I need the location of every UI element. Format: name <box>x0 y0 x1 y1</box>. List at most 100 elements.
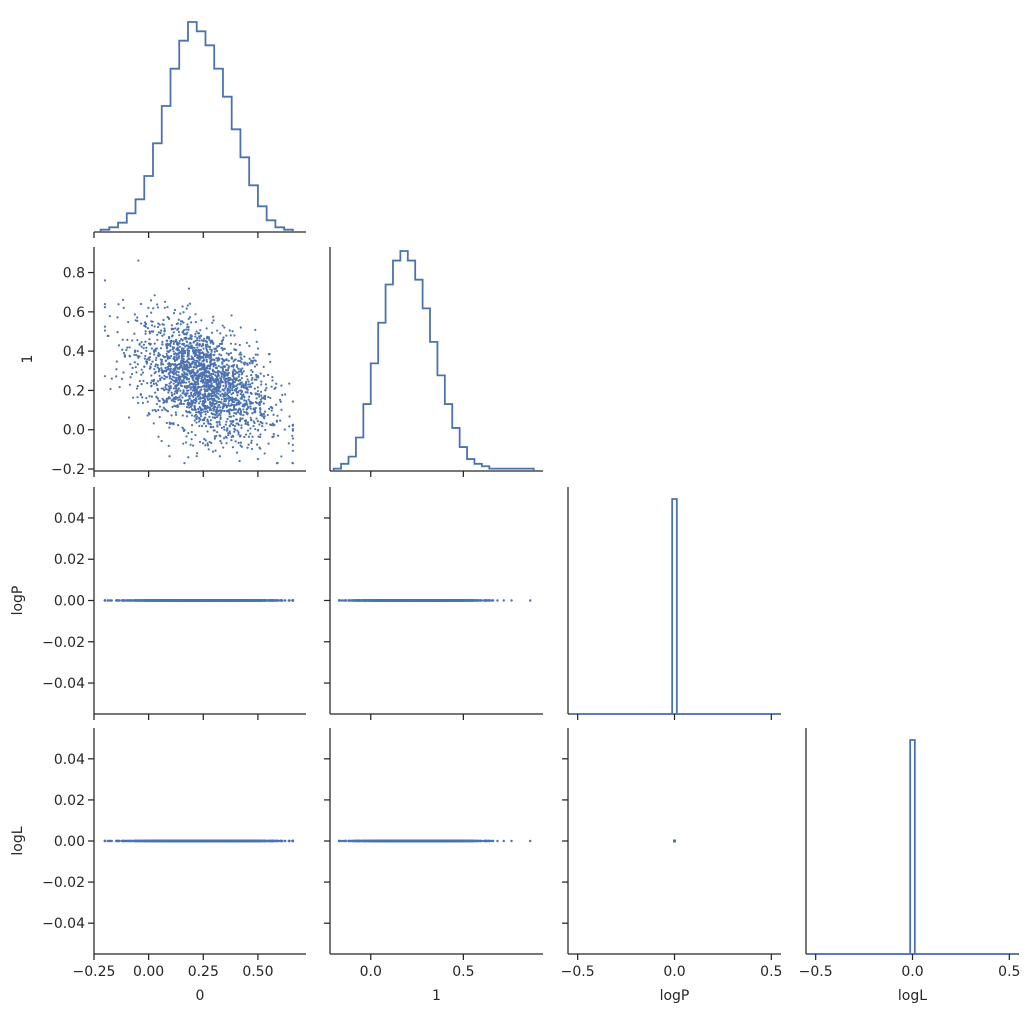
scatter-point <box>188 411 191 414</box>
scatter-point <box>179 389 182 392</box>
scatter-point <box>194 313 197 316</box>
scatter-point <box>150 374 153 377</box>
scatter-point <box>227 599 230 602</box>
scatter-point <box>279 419 282 422</box>
scatter-point <box>146 414 149 417</box>
scatter-point <box>264 428 267 432</box>
scatter-point <box>201 396 204 400</box>
scatter-point <box>280 599 283 602</box>
scatter-point <box>227 402 230 405</box>
scatter-point <box>198 372 201 376</box>
scatter-point <box>291 449 294 452</box>
scatter-point <box>211 340 214 343</box>
scatter-point <box>243 405 246 408</box>
scatter-point <box>205 358 208 361</box>
scatter-point <box>201 344 205 347</box>
scatter-point <box>225 352 228 355</box>
scatter-point <box>255 378 258 381</box>
scatter-point <box>224 385 228 388</box>
scatter-point <box>253 359 256 362</box>
scatter-point <box>189 599 193 602</box>
scatter-point <box>206 430 209 433</box>
scatter-point <box>198 355 201 358</box>
scatter-point <box>139 392 142 396</box>
scatter-point <box>256 457 260 461</box>
scatter-point <box>221 324 224 327</box>
scatter-point <box>207 599 210 602</box>
scatter-point <box>239 379 242 382</box>
scatter-point <box>163 306 166 309</box>
scatter-point <box>133 353 136 356</box>
scatter-point <box>291 437 294 440</box>
scatter-point <box>200 319 203 322</box>
scatter-point <box>165 397 169 400</box>
scatter-point <box>258 446 261 449</box>
scatter-point <box>275 420 278 423</box>
scatter-point <box>201 393 204 396</box>
scatter-point <box>192 444 195 447</box>
scatter-point <box>129 376 132 379</box>
panel-1-0-y-tick-label: 0.2 <box>63 383 85 399</box>
scatter-point <box>225 377 228 380</box>
scatter-point <box>156 363 159 367</box>
scatter-point <box>170 324 173 327</box>
scatter-point <box>264 410 267 413</box>
scatter-point <box>174 411 177 414</box>
scatter-point <box>249 416 252 419</box>
scatter-point <box>223 428 226 431</box>
scatter-point <box>283 599 287 602</box>
scatter-point <box>193 386 196 390</box>
scatter-point <box>192 358 195 361</box>
scatter-point <box>228 395 231 399</box>
scatter-point <box>232 391 235 394</box>
scatter-point <box>210 350 213 353</box>
scatter-point <box>166 410 170 413</box>
scatter-point <box>213 350 216 353</box>
scatter-point <box>261 425 264 428</box>
scatter-point <box>182 347 185 350</box>
scatter-point <box>204 439 207 442</box>
scatter-point <box>198 363 201 366</box>
scatter-point <box>220 426 223 429</box>
scatter-point <box>174 413 178 416</box>
scatter-point <box>190 355 193 358</box>
scatter-point <box>195 452 199 455</box>
scatter-point <box>253 378 256 381</box>
panel-2-0-y-tick-label: 0.04 <box>54 511 85 527</box>
scatter-point <box>195 363 198 367</box>
scatter-point <box>141 401 144 405</box>
scatter-point <box>194 321 197 324</box>
scatter-point <box>181 599 184 602</box>
scatter-point <box>172 327 175 331</box>
scatter-point <box>170 354 173 358</box>
scatter-point <box>185 435 188 438</box>
scatter-point <box>177 330 181 334</box>
scatter-point <box>169 384 172 388</box>
scatter-point <box>257 376 260 379</box>
scatter-point <box>207 422 210 425</box>
scatter-point <box>118 385 121 389</box>
scatter-point <box>183 385 186 388</box>
scatter-point <box>251 382 254 385</box>
scatter-point <box>256 389 260 393</box>
scatter-point <box>243 435 246 439</box>
scatter-point <box>205 349 209 352</box>
scatter-point <box>219 332 222 335</box>
scatter-point <box>198 424 201 428</box>
scatter-point <box>183 333 186 336</box>
scatter-point <box>215 385 218 388</box>
scatter-point <box>259 433 262 436</box>
scatter-point <box>239 441 243 444</box>
scatter-point <box>187 377 191 380</box>
scatter-point <box>136 385 139 388</box>
scatter-point <box>190 337 193 341</box>
scatter-point <box>231 386 234 389</box>
scatter-point <box>234 372 237 376</box>
scatter-point <box>209 408 213 412</box>
scatter-point <box>201 380 204 383</box>
scatter-point <box>236 411 240 414</box>
scatter-point <box>216 358 219 361</box>
scatter-point <box>276 462 279 465</box>
scatter-point <box>280 384 283 387</box>
scatter-point <box>227 409 231 413</box>
